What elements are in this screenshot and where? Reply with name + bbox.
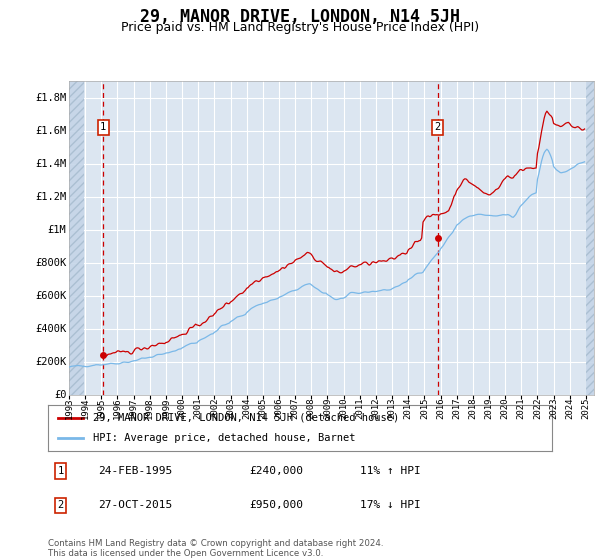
Text: £400K: £400K	[35, 324, 67, 334]
Bar	[69, 81, 84, 395]
Text: 17% ↓ HPI: 17% ↓ HPI	[361, 501, 421, 510]
Text: 2020: 2020	[500, 398, 509, 419]
Text: 1: 1	[100, 123, 106, 132]
Text: £600K: £600K	[35, 291, 67, 301]
Text: 2018: 2018	[469, 398, 478, 419]
Text: 2008: 2008	[307, 398, 316, 419]
Text: 2007: 2007	[290, 398, 299, 419]
Text: HPI: Average price, detached house, Barnet: HPI: Average price, detached house, Barn…	[94, 433, 356, 443]
Text: 2010: 2010	[339, 398, 348, 419]
Text: 1997: 1997	[129, 398, 138, 419]
Text: Contains HM Land Registry data © Crown copyright and database right 2024.
This d: Contains HM Land Registry data © Crown c…	[48, 539, 383, 558]
Text: 29, MANOR DRIVE, LONDON, N14 5JH (detached house): 29, MANOR DRIVE, LONDON, N14 5JH (detach…	[94, 413, 400, 423]
Text: £200K: £200K	[35, 357, 67, 367]
Text: 11% ↑ HPI: 11% ↑ HPI	[361, 466, 421, 476]
Text: 2006: 2006	[275, 398, 284, 419]
Text: 24-FEB-1995: 24-FEB-1995	[98, 466, 173, 476]
Text: 1994: 1994	[80, 398, 89, 419]
Text: £1.6M: £1.6M	[35, 125, 67, 136]
Text: 2005: 2005	[259, 398, 268, 419]
Text: 2: 2	[434, 123, 441, 132]
Text: Price paid vs. HM Land Registry's House Price Index (HPI): Price paid vs. HM Land Registry's House …	[121, 21, 479, 34]
Text: 1999: 1999	[161, 398, 170, 419]
Text: £800K: £800K	[35, 258, 67, 268]
Text: 2003: 2003	[226, 398, 235, 419]
Text: 1995: 1995	[97, 398, 106, 419]
Text: £1.2M: £1.2M	[35, 192, 67, 202]
Text: 2021: 2021	[517, 398, 526, 419]
Text: 2017: 2017	[452, 398, 461, 419]
Text: 1993: 1993	[65, 398, 74, 419]
Text: 2023: 2023	[549, 398, 558, 419]
Text: 1: 1	[58, 466, 64, 476]
Text: £1.4M: £1.4M	[35, 158, 67, 169]
Text: 2011: 2011	[355, 398, 364, 419]
Text: 1998: 1998	[145, 398, 154, 419]
Text: 2016: 2016	[436, 398, 445, 419]
Text: £1M: £1M	[47, 225, 67, 235]
Text: 2013: 2013	[388, 398, 397, 419]
Text: £0: £0	[54, 390, 67, 400]
Text: 2025: 2025	[581, 398, 590, 419]
Text: 29, MANOR DRIVE, LONDON, N14 5JH: 29, MANOR DRIVE, LONDON, N14 5JH	[140, 8, 460, 26]
Text: 2014: 2014	[404, 398, 413, 419]
Text: £950,000: £950,000	[250, 501, 304, 510]
Bar	[586, 81, 594, 395]
Text: 1996: 1996	[113, 398, 122, 419]
Text: 2019: 2019	[485, 398, 494, 419]
Text: 2022: 2022	[533, 398, 542, 419]
Text: £240,000: £240,000	[250, 466, 304, 476]
Text: 2002: 2002	[210, 398, 219, 419]
Text: 2: 2	[58, 501, 64, 510]
Text: 2024: 2024	[565, 398, 574, 419]
Text: 2000: 2000	[178, 398, 187, 419]
Text: 2001: 2001	[194, 398, 203, 419]
Text: 27-OCT-2015: 27-OCT-2015	[98, 501, 173, 510]
Text: 2012: 2012	[371, 398, 380, 419]
Text: 2009: 2009	[323, 398, 332, 419]
Text: £1.8M: £1.8M	[35, 93, 67, 102]
Text: 2015: 2015	[420, 398, 429, 419]
Text: 2004: 2004	[242, 398, 251, 419]
